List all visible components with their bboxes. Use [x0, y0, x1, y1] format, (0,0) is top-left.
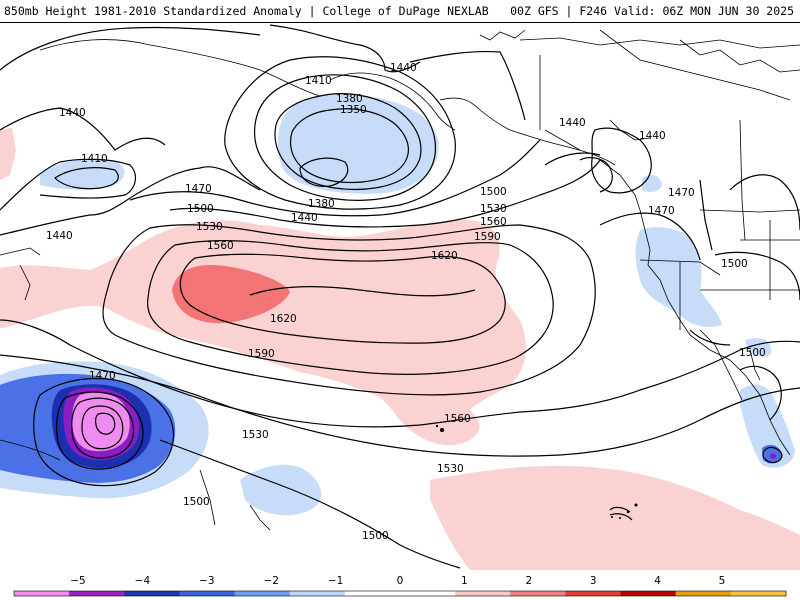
- contour-label: 1410: [81, 153, 108, 165]
- contour-label: 1500: [721, 258, 748, 270]
- contour-label: 1440: [390, 62, 417, 74]
- colorbar-segment: [124, 591, 180, 596]
- colorbar-segment: [14, 591, 70, 596]
- weather-map: 1410 1440 1380 1350 1440 1440 1440 1410 …: [0, 23, 800, 570]
- contour-label: 1440: [639, 130, 666, 142]
- contour-label: 1470: [668, 187, 695, 199]
- contour-label: 1500: [187, 203, 214, 215]
- model-valid-time: 00Z GFS | F246 Valid: 06Z MON JUN 30 202…: [510, 4, 794, 18]
- colorbar-tick-label: 5: [719, 575, 726, 587]
- contour-label: 1530: [242, 429, 269, 441]
- colorbar-outline: [13, 590, 787, 597]
- contour-label: 1470: [648, 205, 675, 217]
- colorbar-tick-label: −3: [199, 575, 214, 587]
- colorbar-tick-label: −5: [70, 575, 85, 587]
- anomaly-colorbar: −5 −4 −3 −2 −1 0 1 2 3 4 5: [0, 570, 800, 600]
- colorbar-segment: [400, 591, 456, 596]
- contour-label: 1530: [480, 203, 507, 215]
- colorbar-segment: [730, 591, 787, 596]
- contour-label: 1440: [291, 212, 318, 224]
- contour-label: 1440: [559, 117, 586, 129]
- contour-label: 1590: [248, 348, 275, 360]
- contour-label: 1380: [336, 93, 363, 105]
- colorbar-tick-label: 3: [590, 575, 597, 587]
- colorbar-tick-label: 1: [461, 575, 468, 587]
- contour-labels: 1410 1440 1380 1350 1440 1440 1440 1410 …: [46, 62, 766, 542]
- colorbar-segment: [565, 591, 622, 596]
- colorbar-tick-label: 0: [397, 575, 404, 587]
- colorbar-gradient: [13, 590, 787, 597]
- contour-label: 1470: [185, 183, 212, 195]
- contour-label: 1560: [207, 240, 234, 252]
- contour-label: 1560: [444, 413, 471, 425]
- height-contours: [0, 24, 800, 569]
- contour-label: 1500: [739, 347, 766, 359]
- contour-label: 1620: [431, 250, 458, 262]
- colorbar-segment: [510, 591, 566, 596]
- map-title: 850mb Height 1981-2010 Standardized Anom…: [4, 4, 489, 18]
- coastlines: [0, 29, 800, 531]
- colorbar-segment: [289, 591, 346, 596]
- colorbar-segment: [344, 591, 401, 596]
- contour-label: 1590: [474, 231, 501, 243]
- colorbar-segment: [69, 591, 125, 596]
- colorbar-segment: [455, 591, 511, 596]
- contour-label: 1440: [59, 107, 86, 119]
- colorbar-tick-labels: −5 −4 −3 −2 −1 0 1 2 3 4 5: [70, 575, 725, 596]
- contour-label: 1560: [480, 216, 507, 228]
- contour-label: 1620: [270, 313, 297, 325]
- contour-label: 1530: [196, 221, 223, 233]
- colorbar-tick-label: −2: [263, 575, 278, 587]
- contour-label: 1440: [46, 230, 73, 242]
- contour-label: 1350: [340, 104, 367, 116]
- positive-anomaly-shading: [0, 128, 800, 570]
- contour-label: 1380: [308, 198, 335, 210]
- contour-label: 1500: [183, 496, 210, 508]
- map-canvas: 1410 1440 1380 1350 1440 1440 1440 1410 …: [0, 24, 800, 570]
- colorbar-segment: [620, 591, 677, 596]
- colorbar-tick-label: 2: [525, 575, 532, 587]
- contour-label: 1500: [480, 186, 507, 198]
- colorbar-segment: [179, 591, 236, 596]
- contour-label: 1410: [305, 75, 332, 87]
- colorbar-canvas: −5 −4 −3 −2 −1 0 1 2 3 4 5: [13, 575, 787, 597]
- colorbar-tick-label: 4: [654, 575, 661, 587]
- contour-label: 1470: [89, 370, 116, 382]
- contour-label: 1500: [362, 530, 389, 542]
- colorbar-tick-label: −1: [328, 575, 343, 587]
- colorbar-segment: [675, 591, 732, 596]
- colorbar-segment: [234, 591, 291, 596]
- map-header: 850mb Height 1981-2010 Standardized Anom…: [0, 0, 800, 23]
- colorbar-tick-label: −4: [135, 575, 151, 587]
- contour-label: 1530: [437, 463, 464, 475]
